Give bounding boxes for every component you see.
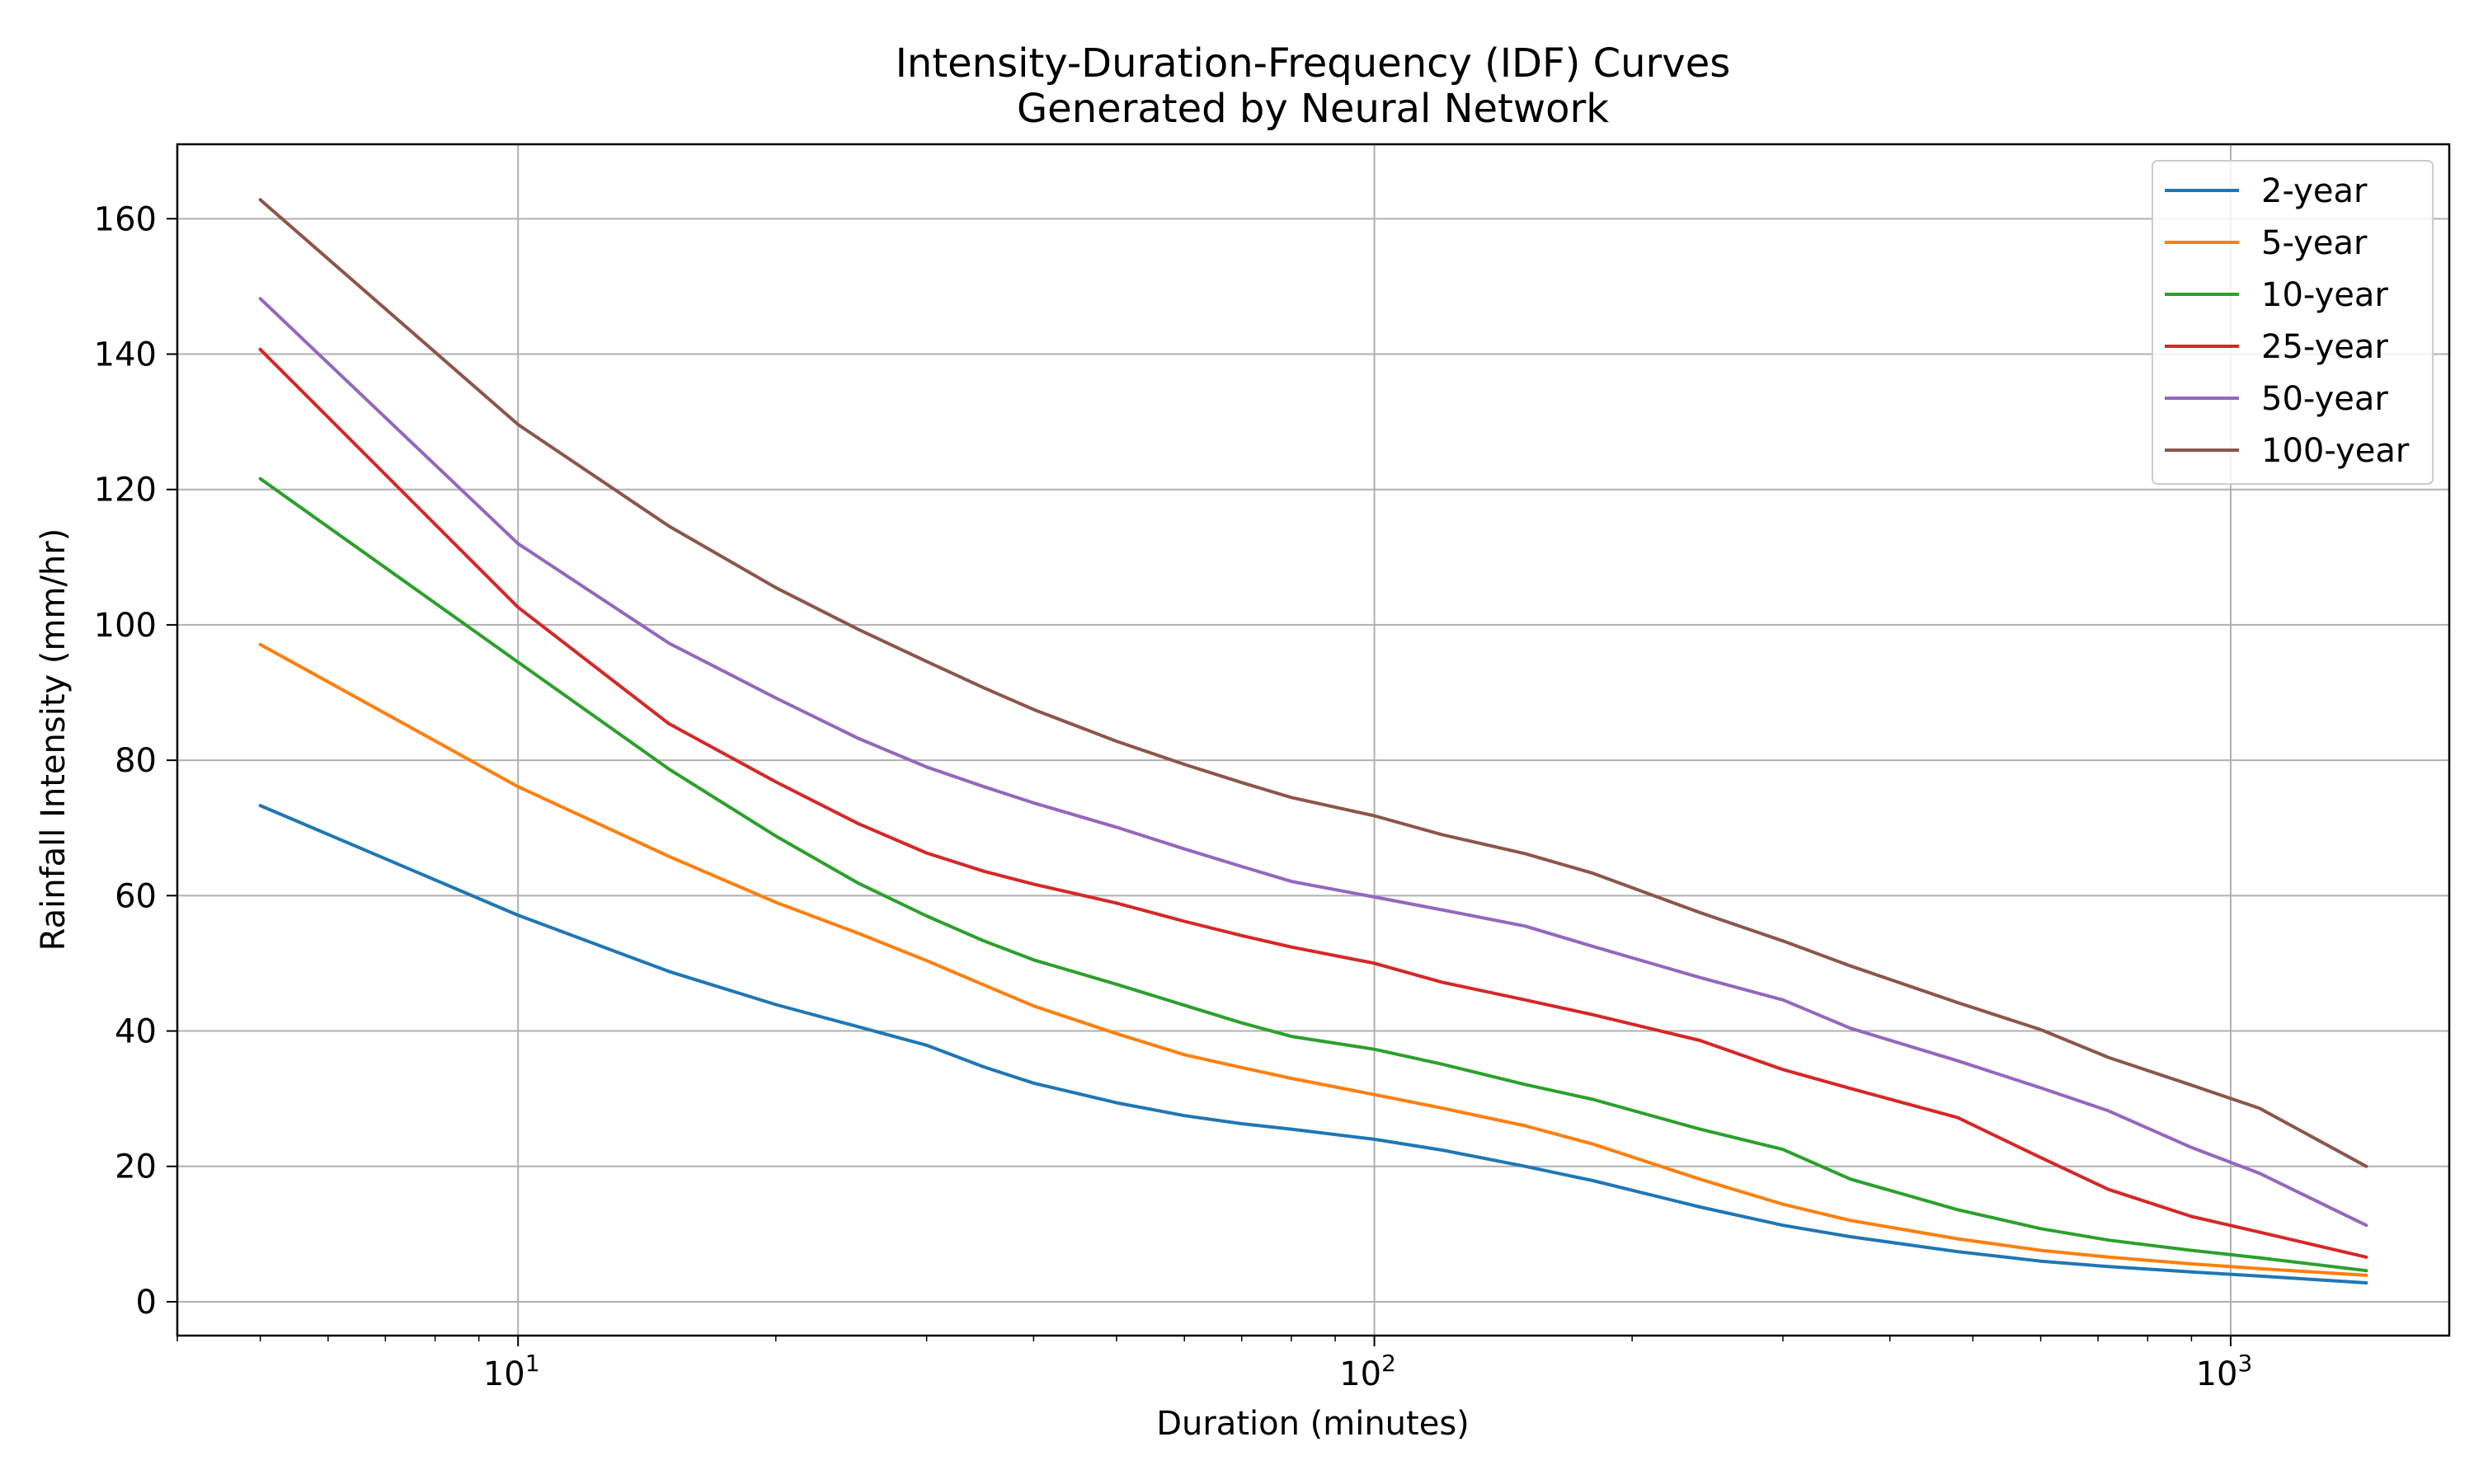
y-tick-label: 140 xyxy=(94,336,157,374)
x-tick-label-exponent: 3 xyxy=(2237,1350,2252,1377)
series-line-25-year xyxy=(258,347,2368,1259)
legend-label-5-year: 5-year xyxy=(2261,224,2368,262)
legend-label-2-year: 2-year xyxy=(2261,172,2368,210)
x-tick-label-base: 10 xyxy=(483,1355,525,1393)
legend-label-50-year: 50-year xyxy=(2261,380,2388,418)
y-tick-label: 60 xyxy=(115,877,157,915)
plot-frame xyxy=(176,143,2451,1337)
x-tick-label-exponent: 2 xyxy=(1381,1350,1396,1377)
legend: 2-year 5-year 10-year 25-year 50-year 100-yea… xyxy=(2152,160,2434,485)
series-line-5-year xyxy=(258,642,2368,1277)
y-tick-label: 40 xyxy=(115,1013,157,1051)
y-tick-label: 0 xyxy=(136,1284,157,1322)
chart-title: Intensity-Duration-Frequency (IDF) Curve… xyxy=(896,40,1730,87)
series-layer xyxy=(258,198,2368,1284)
x-tick-label: 102 xyxy=(1339,1350,1396,1393)
legend-label-10-year: 10-year xyxy=(2261,276,2388,314)
x-tick-label: 103 xyxy=(2196,1350,2253,1393)
x-axis-label: Duration (minutes) xyxy=(1156,1405,1470,1443)
legend-label-25-year: 25-year xyxy=(2261,328,2388,366)
series-line-100-year xyxy=(258,198,2368,1168)
x-tick-label: 101 xyxy=(483,1350,540,1393)
x-tick-label-exponent: 1 xyxy=(525,1350,540,1377)
x-tick-label-base: 10 xyxy=(1339,1355,1381,1393)
series-line-2-year xyxy=(258,804,2368,1284)
y-tick-label: 20 xyxy=(115,1148,157,1186)
legend-items: 2-year 5-year 10-year 25-year 50-year 100-yea… xyxy=(2165,172,2410,470)
y-tick-label: 120 xyxy=(94,472,157,510)
chart-subtitle: Generated by Neural Network xyxy=(1017,86,1609,132)
series-line-10-year xyxy=(258,477,2368,1273)
y-axis-label: Rainfall Intensity (mm/hr) xyxy=(35,528,73,951)
x-tick-label-base: 10 xyxy=(2196,1355,2238,1393)
legend-label-100-year: 100-year xyxy=(2261,432,2410,470)
series-line-50-year xyxy=(258,297,2368,1228)
y-tick-label: 100 xyxy=(94,607,157,645)
y-tick-label: 80 xyxy=(115,742,157,780)
y-tick-label: 160 xyxy=(94,200,157,238)
